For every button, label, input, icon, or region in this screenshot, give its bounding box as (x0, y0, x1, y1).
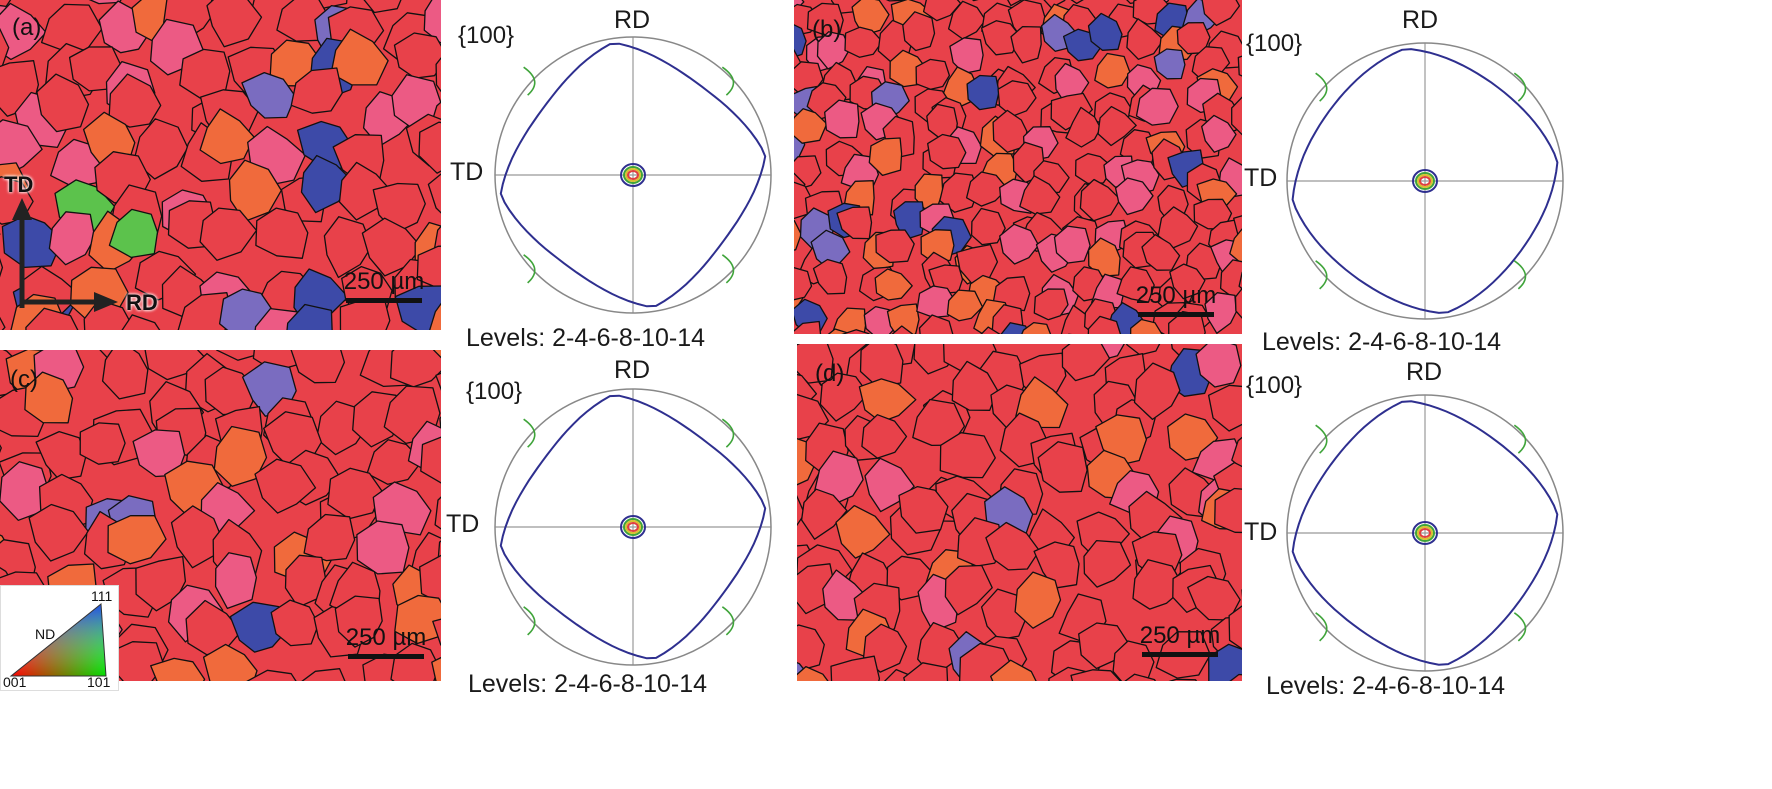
pf-family-a: {100} (458, 22, 515, 49)
pf-corner-contour (1315, 612, 1328, 642)
pf-outer-circle (494, 388, 772, 666)
scale-bar-d: 250 µm (1130, 622, 1230, 657)
pf-outer-circle (494, 36, 772, 314)
pf-corner-contour (1513, 612, 1527, 642)
pf-levels-a: Levels: 2-4-6-8-10-14 (466, 324, 706, 352)
pf-corner-contour (721, 254, 735, 284)
pf-outer-circle (1286, 394, 1564, 672)
scale-bar-c: 250 µm (336, 624, 436, 659)
pf-center-contour (620, 163, 646, 187)
scale-label-c: 250 µm (345, 624, 427, 651)
pf-outer-contour (499, 394, 767, 660)
pf-center-contour (623, 518, 643, 536)
pole-figure-d (1280, 388, 1570, 678)
scale-bar-b: 250 µm (1126, 282, 1226, 317)
pf-center-contour (1412, 521, 1438, 545)
scale-line-c (348, 654, 424, 659)
scale-bar-a: 250 µm (334, 268, 434, 303)
ebsd-map-a (0, 0, 441, 330)
pf-corner-contour (1315, 260, 1328, 290)
pf-corner-contour (721, 66, 735, 96)
ipf-nd-label: ND (35, 626, 56, 642)
pf-center-contour (1419, 176, 1431, 186)
pf-outer-contour (499, 42, 767, 308)
panel-label-d: (d) (815, 360, 845, 387)
pf-center-contour (625, 520, 641, 534)
pole-figure-svg-d (1286, 394, 1564, 672)
ipf-111-label: 111 (91, 588, 113, 604)
pf-levels-b: Levels: 2-4-6-8-10-14 (1262, 328, 1502, 356)
scale-line-b (1138, 312, 1214, 317)
ipf-color-legend: 111 ND 001 101 (0, 585, 119, 691)
td-arrow-label: TD (4, 172, 34, 197)
pf-levels-d: Levels: 2-4-6-8-10-14 (1266, 672, 1506, 700)
pf-outer-contour (1291, 48, 1559, 314)
panel-label-a: (a) (12, 14, 42, 41)
pf-rd-d: RD (1406, 358, 1443, 386)
pf-center-contour (1417, 526, 1433, 540)
scale-line-a (346, 298, 422, 303)
scale-line-d (1142, 652, 1218, 657)
grain-map-b (794, 0, 1242, 334)
pf-center-contour (1419, 528, 1431, 538)
pf-family-b: {100} (1246, 30, 1303, 57)
pf-td-b: TD (1244, 164, 1278, 192)
pf-corner-contour (523, 418, 536, 448)
scale-label-b: 250 µm (1135, 282, 1217, 309)
pf-center-contour (1417, 174, 1433, 188)
pf-center-contour (1415, 524, 1435, 542)
pole-figure-svg-a (494, 36, 772, 314)
pole-figure-b (1280, 36, 1570, 326)
scale-label-d: 250 µm (1139, 622, 1221, 649)
pf-td-d: TD (1244, 518, 1278, 546)
ipf-101-label: 101 (87, 674, 111, 690)
pf-center-contour (1412, 169, 1438, 193)
grain-map-a (0, 0, 441, 330)
pf-rd-c: RD (614, 356, 651, 384)
pf-center-contour (627, 170, 639, 180)
pf-center-contour (625, 168, 641, 182)
pf-levels-c: Levels: 2-4-6-8-10-14 (468, 670, 708, 698)
pf-td-a: TD (450, 158, 484, 186)
scale-label-a: 250 µm (343, 268, 425, 295)
pf-corner-contour (523, 606, 536, 636)
pf-center-contour (1415, 172, 1435, 190)
pf-center-contour (620, 515, 646, 539)
pf-center-contour (623, 166, 643, 184)
pf-corner-contour (1315, 424, 1328, 454)
pf-corner-contour (523, 66, 536, 96)
pf-corner-contour (1513, 260, 1527, 290)
panel-label-b: (b) (812, 16, 842, 43)
pole-figure-svg-b (1286, 42, 1564, 320)
ebsd-map-d (797, 344, 1242, 681)
pf-corner-contour (1315, 72, 1328, 102)
pf-corner-contour (523, 254, 536, 284)
pf-outer-circle (1286, 42, 1564, 320)
pole-figure-c (488, 382, 778, 672)
pf-corner-contour (721, 606, 735, 636)
rd-arrow-label: RD (126, 290, 158, 315)
pf-rd-a: RD (614, 6, 651, 34)
pf-td-c: TD (446, 510, 480, 538)
ebsd-map-b (794, 0, 1242, 334)
panel-label-c: (c) (10, 366, 38, 393)
pf-rd-b: RD (1402, 6, 1439, 34)
pole-figure-svg-c (494, 388, 772, 666)
pf-center-contour (627, 522, 639, 532)
pf-outer-contour (1291, 400, 1559, 666)
sample-axes-arrows (12, 198, 118, 312)
pf-corner-contour (1513, 424, 1527, 454)
pf-family-d: {100} (1246, 372, 1303, 399)
pf-corner-contour (721, 418, 735, 448)
ipf-triangle (9, 603, 107, 677)
pf-family-c: {100} (466, 378, 523, 405)
pf-corner-contour (1513, 72, 1527, 102)
grain-map-d (797, 344, 1242, 681)
pole-figure-a (488, 30, 778, 320)
ipf-001-label: 001 (3, 674, 27, 690)
